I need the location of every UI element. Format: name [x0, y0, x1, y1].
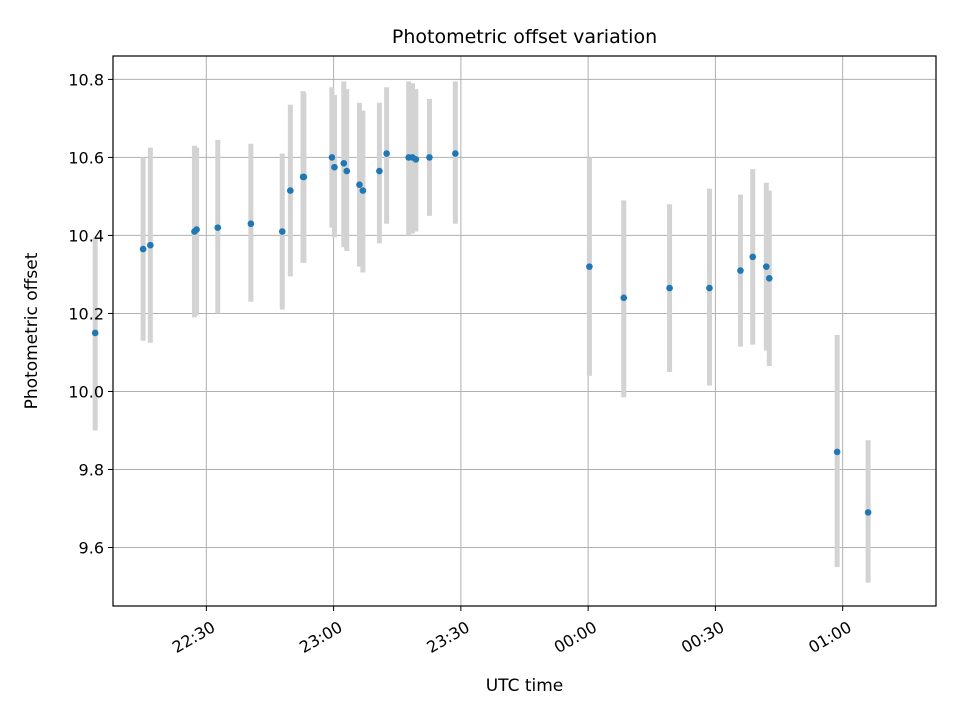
data-point [666, 284, 673, 292]
data-point [91, 329, 99, 337]
data-point [383, 150, 390, 157]
data-point [300, 173, 308, 181]
data-point [426, 154, 433, 161]
data-point [586, 263, 593, 270]
plot-frame [112, 55, 937, 607]
data-point [706, 284, 713, 292]
data-point [763, 263, 770, 270]
y-tick-label: 9.6 [79, 538, 104, 557]
data-point [412, 156, 420, 163]
data-point [864, 509, 872, 516]
data-point [328, 154, 336, 161]
data-point [343, 167, 351, 175]
data-point [765, 275, 773, 282]
data-point [247, 220, 255, 228]
data-point [749, 253, 757, 261]
data-point [214, 224, 222, 231]
y-tick-label: 9.8 [79, 460, 104, 479]
data-point [287, 187, 294, 194]
data-point [340, 159, 348, 167]
y-tick-label: 10.4 [68, 226, 104, 245]
data-point [452, 150, 459, 157]
data-point [356, 181, 363, 189]
data-point [833, 448, 841, 456]
y-tick-label: 10.8 [68, 70, 104, 89]
y-tick-label: 10.6 [68, 148, 104, 167]
y-tick-label: 10.0 [68, 382, 104, 401]
data-point [376, 167, 383, 175]
data-points [91, 150, 872, 516]
data-point [139, 245, 147, 253]
data-point [193, 226, 200, 233]
y-axis-label: Photometric offset [22, 252, 42, 409]
data-point [331, 163, 338, 171]
x-axis-label: UTC time [486, 676, 564, 696]
data-point [737, 267, 744, 274]
y-axis: 9.6 9.8 10.0 10.2 10.4 10.6 10.8 [68, 70, 113, 557]
data-point [278, 228, 286, 235]
data-point [620, 294, 628, 302]
chart-title: Photometric offset variation [392, 26, 657, 48]
plot-background [113, 56, 936, 606]
y-tick-label: 10.2 [68, 304, 104, 323]
data-point [359, 187, 367, 194]
data-point [147, 241, 154, 249]
